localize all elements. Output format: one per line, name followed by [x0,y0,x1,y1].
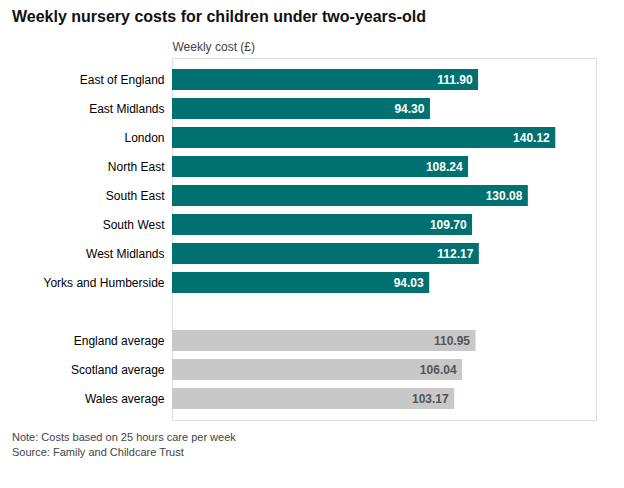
svg-text:130.08: 130.08 [486,189,523,203]
svg-text:140.12: 140.12 [513,131,550,145]
svg-text:94.30: 94.30 [394,102,424,116]
svg-text:94.03: 94.03 [394,276,424,290]
svg-text:South West: South West [103,218,165,232]
svg-text:112.17: 112.17 [437,247,473,261]
html-text:Source: Family and Childcare T: Source: Family and Childcare Trust [12,446,184,458]
svg-text:109.70: 109.70 [430,218,467,232]
svg-text:North East: North East [108,160,165,174]
svg-text:108.24: 108.24 [426,160,463,174]
svg-text:Yorks and Humberside: Yorks and Humberside [44,276,165,290]
svg-text:103.17: 103.17 [412,392,449,406]
svg-text:Wales average: Wales average [85,392,165,406]
svg-text:London: London [124,131,164,145]
svg-text:106.04: 106.04 [420,363,457,377]
svg-text:England average: England average [74,334,165,348]
svg-text:South East: South East [106,189,165,203]
html-text:Note: Costs based on 25 hours: Note: Costs based on 25 hours care per w… [12,431,236,443]
svg-text:111.90: 111.90 [437,73,473,87]
svg-text:110.95: 110.95 [434,334,470,348]
svg-text:Weekly cost (£): Weekly cost (£) [173,40,255,54]
html-text:Weekly nursery costs for child: Weekly nursery costs for children under … [12,8,426,25]
svg-text:West Midlands: West Midlands [86,247,164,261]
svg-text:East of England: East of England [80,73,165,87]
svg-text:Scotland average: Scotland average [71,363,165,377]
svg-text:East Midlands: East Midlands [89,102,164,116]
